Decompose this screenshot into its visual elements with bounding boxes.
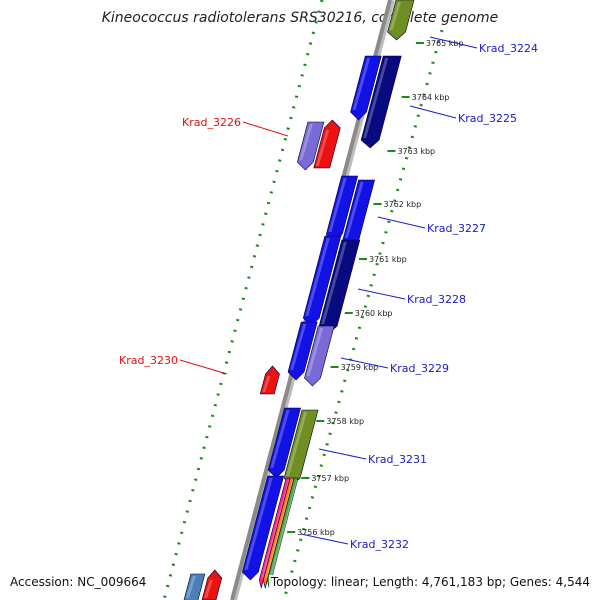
cds-krad-3228-b-shine — [321, 242, 347, 324]
gene-label-krad_3225: Krad_3225 — [458, 112, 517, 125]
cds-krad-3231-a — [267, 407, 301, 479]
tick-label: 3761 kbp — [369, 255, 407, 264]
leader-line — [357, 288, 406, 300]
cds-red-bottom-shine — [204, 580, 213, 598]
genome-stats-text: Topology: linear; Length: 4,761,183 bp; … — [268, 575, 592, 589]
cds-krad-3229-a-shine — [290, 324, 307, 370]
tick-label: 3765 kbp — [426, 39, 464, 48]
leader-line — [429, 36, 478, 49]
cds-krad-3231-b-shine — [286, 412, 308, 476]
cds-krad-3230-shine — [262, 376, 271, 392]
cds-krad-3232-d-shine — [269, 480, 300, 578]
leader-line — [409, 105, 457, 119]
cds-krad-3227-b-shine — [344, 182, 364, 238]
cds-steel-bottom-shine — [186, 576, 196, 598]
gene-label-krad_3231: Krad_3231 — [368, 453, 427, 466]
gene-label-krad_3226: Krad_3226 — [182, 116, 241, 129]
cds-krad-3224 — [387, 0, 415, 41]
leader-line — [340, 357, 389, 369]
tick-label: 3757 kbp — [311, 474, 349, 483]
cds-krad-3232-c — [262, 477, 295, 589]
gene-label-krad_3228: Krad_3228 — [407, 293, 466, 306]
cds-krad-3225-a-shine — [352, 58, 371, 110]
cds-krad-3226-b — [313, 119, 341, 169]
cds-krad-3225-a — [350, 55, 382, 121]
cds-krad-3231-a-shine — [270, 410, 290, 468]
cds-krad-3225-b-shine — [363, 58, 389, 138]
cds-krad-3232-a — [242, 475, 285, 581]
tick-label: 3758 kbp — [326, 417, 364, 426]
tick-label: 3756 kbp — [297, 528, 335, 537]
tick-label: 3763 kbp — [397, 147, 435, 156]
cds-krad-3224-shine — [389, 2, 401, 30]
gene-label-krad_3224: Krad_3224 — [479, 42, 538, 55]
cds-krad-3229-a — [287, 321, 318, 381]
gene-label-krad_3230: Krad_3230 — [119, 354, 178, 367]
cds-steel-bottom — [183, 573, 206, 600]
accession-text: Accession: NC_009664 — [8, 575, 149, 589]
leader-line — [318, 448, 367, 460]
tick-label: 3760 kbp — [355, 309, 393, 318]
leader-line — [179, 359, 228, 375]
leader-line — [377, 216, 426, 229]
tick-label: 3762 kbp — [383, 200, 421, 209]
gene-label-krad_3232: Krad_3232 — [350, 538, 409, 551]
cds-krad-3226-b-shine — [315, 130, 330, 166]
cds-krad-3228-a-shine — [305, 238, 330, 316]
cds-krad-3232-a-shine — [244, 478, 273, 570]
cds-krad-3230 — [259, 365, 280, 395]
gene-label-krad_3229: Krad_3229 — [390, 362, 449, 375]
cds-krad-3229-b-shine — [306, 328, 324, 376]
cds-red-bottom — [201, 569, 223, 600]
cds-krad-3229-b — [304, 325, 335, 387]
guide-dots-left — [162, 0, 324, 600]
cds-krad-3232-b — [258, 477, 291, 589]
tick-label: 3764 kbp — [412, 93, 450, 102]
gene-label-krad_3227: Krad_3227 — [427, 222, 486, 235]
tick-label: 3759 kbp — [341, 363, 379, 372]
cds-krad-3226-a-shine — [299, 124, 313, 160]
cds-krad-3226-a — [297, 121, 325, 171]
leader-line — [242, 121, 289, 137]
cds-krad-3227-a-shine — [328, 178, 347, 232]
cds-krad-3225-b — [360, 55, 402, 149]
leader-line — [300, 533, 349, 545]
